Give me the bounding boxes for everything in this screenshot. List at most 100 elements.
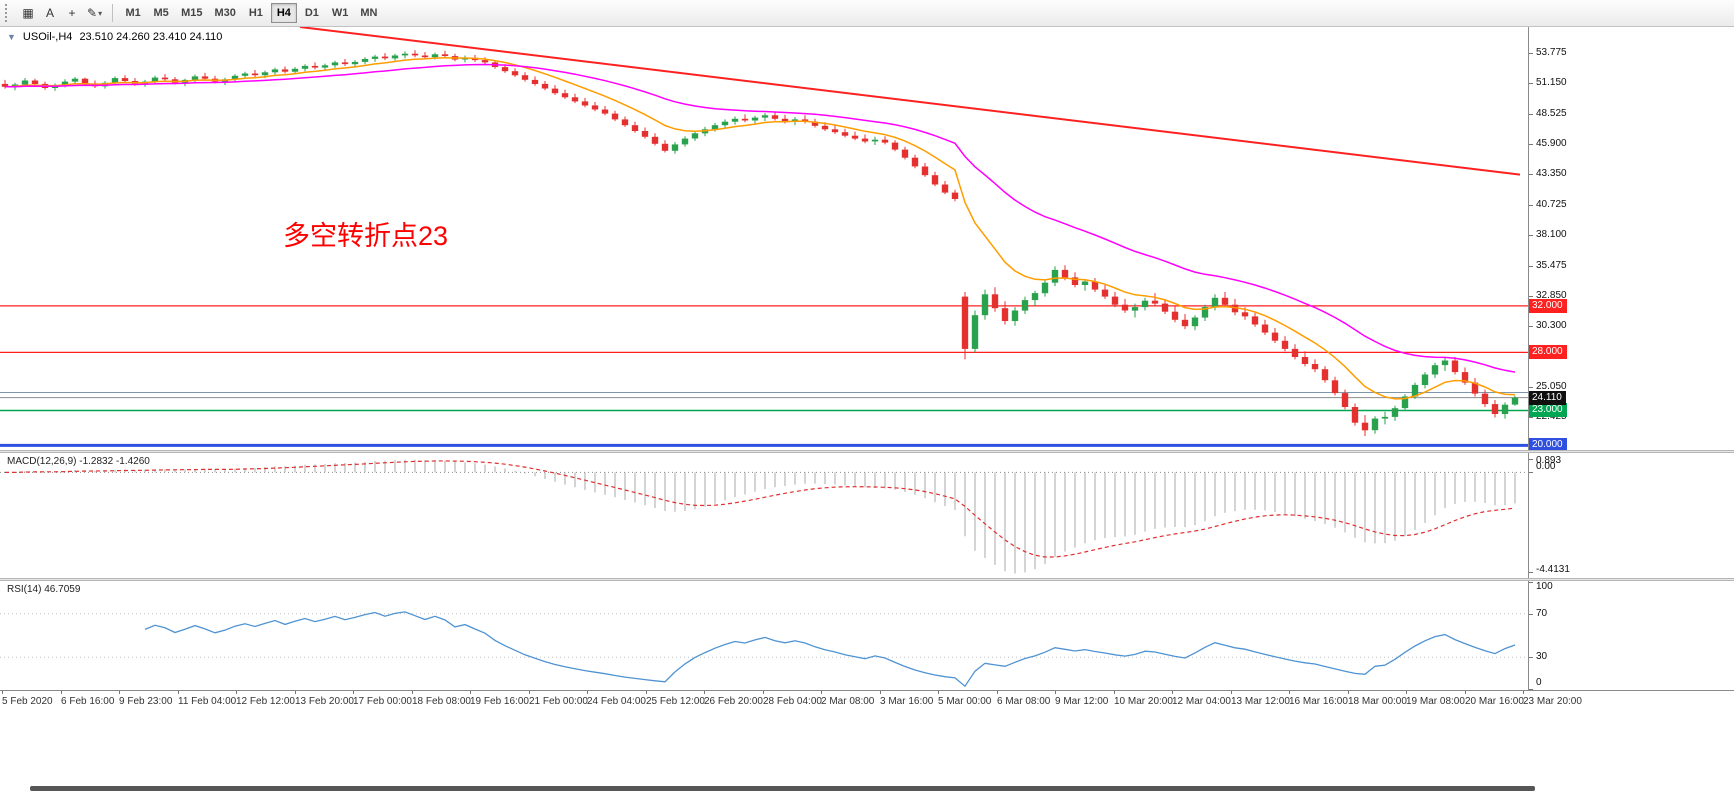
time-tickmark [295,691,296,694]
hline-price-badge: 32.000 [1529,299,1567,313]
timeframe-button-h1[interactable]: H1 [243,3,269,23]
price-tickmark [1529,235,1533,236]
time-tickmark [646,691,647,694]
time-label: 2 Mar 08:00 [821,696,875,707]
price-tickmark [1529,114,1533,115]
main-chart-panel[interactable] [0,26,1529,450]
time-axis[interactable]: 5 Feb 2020 6 Feb 16:00 9 Feb 23:00 11 Feb 0… [0,690,1734,711]
main-chart-canvas[interactable] [0,26,1528,450]
rsi-canvas[interactable] [0,581,1528,690]
time-tickmark [880,691,881,694]
timeframe-button-m15[interactable]: M15 [176,3,207,23]
price-scale[interactable]: 53.775 51.150 48.525 45.900 43.350 40.725 38.1… [1529,27,1734,452]
macd-scale-label: -4.4131 [1536,564,1570,575]
macd-scale-label: 0.00 [1536,461,1556,472]
time-label: 26 Feb 20:00 [704,696,763,707]
price-tick-label: 25.050 [1536,381,1567,392]
time-tickmark [1406,691,1407,694]
time-label: 3 Mar 16:00 [880,696,934,707]
price-tickmark [1529,174,1533,175]
price-tickmark [1529,205,1533,206]
time-tickmark [236,691,237,694]
time-label: 13 Mar 12:00 [1231,696,1290,707]
rsi-scale[interactable]: 100 70 30 0 [1529,581,1734,690]
time-tickmark [587,691,588,694]
toolbar: ▦ A + ✎ ▾ M1 M5 M15 M30 H1 H4 D1 W1 MN [0,0,1734,27]
time-label: 19 Feb 16:00 [470,696,529,707]
rsi-scale-label: 70 [1536,608,1548,619]
time-label: 6 Feb 16:00 [61,696,115,707]
price-tick-label: 30.300 [1536,320,1567,331]
time-label: 18 Feb 08:00 [412,696,471,707]
price-tick-label: 35.475 [1536,260,1567,271]
time-tickmark [821,691,822,694]
timeframe-button-mn[interactable]: MN [355,3,382,23]
crosshair-button[interactable]: + [61,3,83,24]
time-tickmark [1465,691,1466,694]
timeframe-group: M1 M5 M15 M30 H1 H4 D1 W1 MN [119,3,383,23]
timeframe-button-m30[interactable]: M30 [209,3,240,23]
hline-price-badge: 23.000 [1529,403,1567,417]
macd-tickmark [1529,459,1533,460]
time-label: 25 Feb 12:00 [646,696,705,707]
price-tick-label: 32.850 [1536,290,1567,301]
timeframe-button-h4[interactable]: H4 [270,3,297,23]
price-tickmark [1529,296,1533,297]
rsi-panel[interactable] [0,581,1529,690]
macd-scale[interactable]: 0.893 0.00 -4.4131 [1529,453,1734,578]
timeframe-button-d1[interactable]: D1 [299,3,325,23]
chart-grid-icon-button[interactable]: ▦ [17,3,39,24]
time-label: 5 Mar 00:00 [938,696,992,707]
price-tickmark [1529,266,1533,267]
rsi-tickmark [1529,582,1533,583]
time-tickmark [1172,691,1173,694]
timeframe-button-m1[interactable]: M1 [120,3,146,23]
time-tickmark [2,691,3,694]
timeframe-button-w1[interactable]: W1 [327,3,354,23]
price-tick-label: 40.725 [1536,199,1567,210]
macd-scale-label: 0.893 [1536,455,1562,466]
chevron-down-icon: ▾ [98,8,103,18]
time-tickmark [1348,691,1349,694]
time-label: 23 Mar 20:00 [1523,696,1582,707]
current-price-badge: 24.110 [1529,391,1566,405]
annotation-text: 多空转折点23 [283,221,449,251]
macd-canvas[interactable] [0,453,1528,578]
time-tickmark [1114,691,1115,694]
time-label: 20 Mar 16:00 [1465,696,1524,707]
price-tick-label: 51.150 [1536,77,1567,88]
price-tick-label: 45.900 [1536,138,1567,149]
time-tickmark [1231,691,1232,694]
time-label: 21 Feb 00:00 [529,696,588,707]
time-label: 16 Mar 16:00 [1289,696,1348,707]
chart-title-row: ▼ USOil-,H4 23.510 24.260 23.410 24.110 [7,31,222,43]
time-label: 18 Mar 00:00 [1348,696,1407,707]
time-tickmark [1289,691,1290,694]
panel-splitter[interactable] [0,578,1734,581]
time-label: 11 Feb 04:00 [178,696,237,707]
macd-tickmark [1529,472,1533,473]
one-click-trading-arrow-icon[interactable]: ▼ [7,32,16,42]
time-tickmark [938,691,939,694]
time-tickmark [1523,691,1524,694]
time-tickmark [412,691,413,694]
toolbar-grip[interactable] [5,4,11,22]
time-label: 6 Mar 08:00 [997,696,1051,707]
time-tickmark [353,691,354,694]
toolbar-separator [112,4,114,22]
cursor-mode-button[interactable]: A [39,3,61,24]
time-label: 28 Feb 04:00 [763,696,822,707]
price-tickmark [1529,83,1533,84]
price-tick-label: 43.350 [1536,168,1567,179]
draw-tools-button[interactable]: ✎ ▾ [83,3,106,24]
horizontal-scrollbar[interactable] [30,786,1535,791]
timeframe-button-m5[interactable]: M5 [148,3,174,23]
time-tickmark [997,691,998,694]
panel-splitter[interactable] [0,450,1734,453]
macd-panel[interactable] [0,453,1529,578]
time-label: 12 Mar 04:00 [1172,696,1231,707]
price-tick-label: 48.525 [1536,108,1567,119]
rsi-tickmark [1529,657,1533,658]
time-label: 12 Feb 12:00 [236,696,295,707]
time-label: 19 Mar 08:00 [1406,696,1465,707]
